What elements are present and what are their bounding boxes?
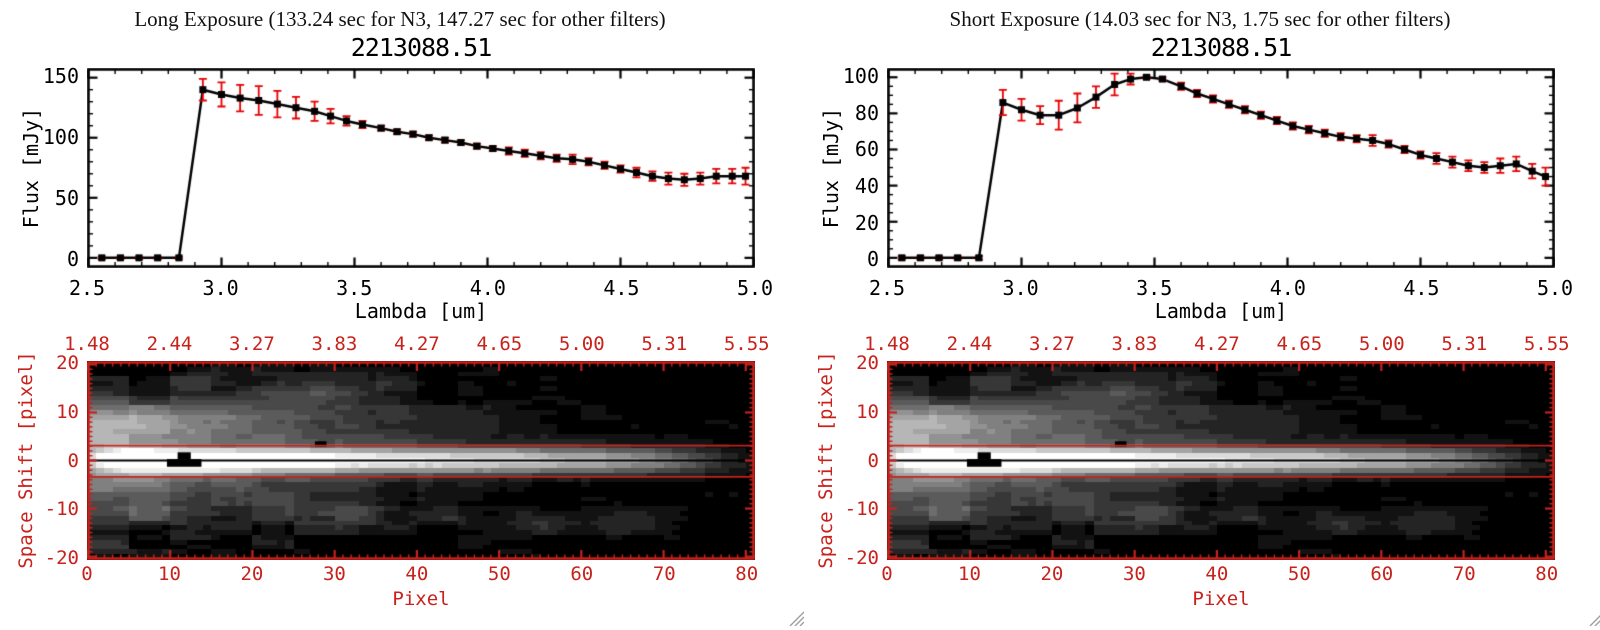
panel-title: Short Exposure (14.03 sec for N3, 1.75 s… bbox=[949, 7, 1451, 31]
tick-label: 5.0 bbox=[736, 276, 774, 300]
tick-label: 10 bbox=[856, 400, 879, 423]
spectrum-plot bbox=[887, 68, 1555, 268]
tick-label: -10 bbox=[844, 498, 879, 521]
tick-label: 5.55 bbox=[723, 333, 770, 355]
tick-label: 0 bbox=[81, 563, 93, 585]
window-long-exposure: Long Exposure (133.24 sec for N3, 147.27… bbox=[15, 7, 804, 626]
tick-label: 3.27 bbox=[229, 333, 275, 355]
tick-label: 2.5 bbox=[868, 276, 906, 300]
tick-label: 5.31 bbox=[1441, 333, 1488, 355]
object-id: 2213088.51 bbox=[1150, 33, 1293, 62]
tick-label: 0 bbox=[866, 247, 879, 272]
lambda-axis-label: Lambda [um] bbox=[354, 299, 488, 323]
tick-label: 20 bbox=[1040, 563, 1064, 585]
spectral-image bbox=[87, 361, 755, 560]
tick-label: 60 bbox=[854, 137, 879, 162]
tick-label: 1.48 bbox=[864, 333, 910, 355]
tick-label: 3.5 bbox=[336, 276, 373, 300]
tick-label: 0 bbox=[67, 449, 79, 472]
tick-label: 5.0 bbox=[1536, 276, 1574, 300]
tick-label: 80 bbox=[854, 100, 879, 125]
tick-label: 50 bbox=[54, 186, 79, 211]
tick-label: 40 bbox=[1205, 563, 1229, 585]
tick-label: 4.0 bbox=[1269, 276, 1306, 300]
tick-label: 20 bbox=[856, 352, 879, 375]
tick-label: 3.27 bbox=[1029, 333, 1075, 355]
tick-label: 4.0 bbox=[469, 276, 506, 300]
tick-label: 1.48 bbox=[64, 333, 110, 355]
tick-label: 30 bbox=[322, 563, 346, 585]
tick-label: 0 bbox=[66, 247, 79, 272]
resize-grip-icon[interactable] bbox=[786, 608, 804, 626]
spectral-image bbox=[887, 361, 1555, 560]
tick-label: 5.55 bbox=[1523, 333, 1570, 355]
tick-label: 3.0 bbox=[202, 276, 239, 300]
spectrum-plot bbox=[87, 68, 755, 268]
tick-label: 0 bbox=[867, 449, 879, 472]
pixel-axis-label: Pixel bbox=[1192, 588, 1250, 610]
tick-label: 80 bbox=[1535, 563, 1559, 585]
tick-label: 2.5 bbox=[68, 276, 106, 300]
tick-label: 10 bbox=[56, 400, 79, 423]
tick-label: 5.00 bbox=[1358, 333, 1405, 355]
tick-label: 50 bbox=[487, 563, 511, 585]
tick-label: 5.00 bbox=[558, 333, 605, 355]
tick-label: 70 bbox=[652, 563, 676, 585]
tick-label: 100 bbox=[42, 125, 79, 150]
space-shift-axis-label: Space Shift [pixel] bbox=[815, 351, 837, 569]
tick-label: 80 bbox=[735, 563, 759, 585]
tick-label: 2.44 bbox=[946, 333, 993, 355]
tick-label: -20 bbox=[44, 546, 79, 569]
tick-label: 30 bbox=[1122, 563, 1146, 585]
window-short-exposure: Short Exposure (14.03 sec for N3, 1.75 s… bbox=[800, 0, 1600, 630]
tick-label: 3.83 bbox=[311, 333, 358, 355]
tick-label: 60 bbox=[570, 563, 594, 585]
flux-axis-label: Flux [mJy] bbox=[19, 107, 43, 229]
tick-label: 70 bbox=[1452, 563, 1476, 585]
tick-label: 20 bbox=[854, 210, 879, 235]
object-id: 2213088.51 bbox=[350, 33, 493, 62]
tick-label: 10 bbox=[958, 563, 981, 585]
space-shift-axis-label: Space Shift [pixel] bbox=[15, 351, 37, 569]
resize-grip-icon[interactable] bbox=[1586, 608, 1600, 626]
tick-label: 4.5 bbox=[603, 276, 640, 300]
tick-label: 4.5 bbox=[1403, 276, 1440, 300]
tick-label: 4.27 bbox=[393, 333, 440, 355]
tick-label: 20 bbox=[240, 563, 264, 585]
tick-label: -10 bbox=[44, 498, 79, 521]
tick-label: 5.31 bbox=[641, 333, 688, 355]
tick-label: 0 bbox=[881, 563, 893, 585]
tick-label: 4.65 bbox=[476, 333, 523, 355]
tick-label: 4.27 bbox=[1193, 333, 1240, 355]
tick-label: 2.44 bbox=[146, 333, 193, 355]
tick-label: 4.65 bbox=[1276, 333, 1323, 355]
tick-label: -20 bbox=[844, 546, 879, 569]
tick-label: 3.83 bbox=[1111, 333, 1158, 355]
tick-label: 60 bbox=[1370, 563, 1394, 585]
tick-label: 10 bbox=[158, 563, 181, 585]
tick-label: 20 bbox=[56, 352, 79, 375]
tick-label: 40 bbox=[854, 173, 879, 198]
flux-axis-label: Flux [mJy] bbox=[819, 107, 843, 229]
tick-label: 100 bbox=[842, 63, 879, 88]
tick-label: 40 bbox=[405, 563, 429, 585]
tick-label: 3.5 bbox=[1136, 276, 1173, 300]
panel-title: Long Exposure (133.24 sec for N3, 147.27… bbox=[134, 7, 666, 31]
tick-label: 50 bbox=[1287, 563, 1311, 585]
tick-label: 3.0 bbox=[1002, 276, 1039, 300]
tick-label: 150 bbox=[42, 64, 79, 89]
lambda-axis-label: Lambda [um] bbox=[1154, 299, 1288, 323]
pixel-axis-label: Pixel bbox=[392, 588, 450, 610]
